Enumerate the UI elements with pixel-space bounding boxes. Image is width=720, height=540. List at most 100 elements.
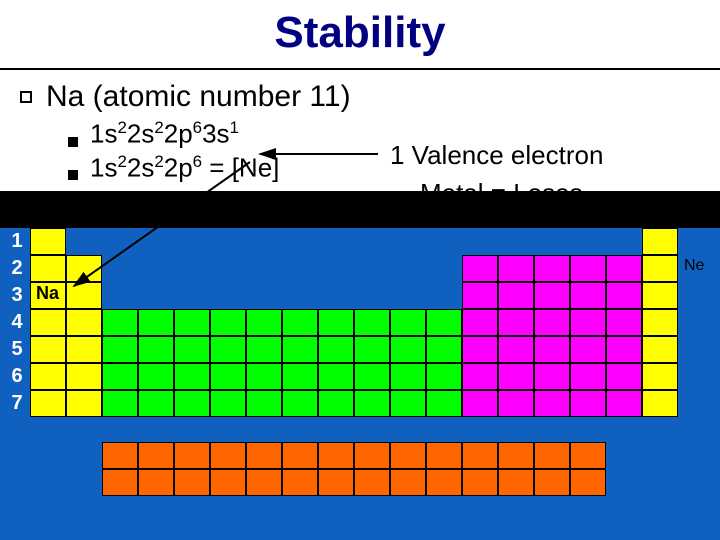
- pt-cell: [462, 390, 498, 417]
- pt-cell: [138, 336, 174, 363]
- bullet-sub-1: 1s22s22p63s1: [68, 118, 700, 150]
- pt-cell: [642, 282, 678, 309]
- pt-cell: [462, 363, 498, 390]
- pt-cell: [66, 336, 102, 363]
- pt-cell: [462, 336, 498, 363]
- pt-cell: [246, 336, 282, 363]
- pt-cell: [66, 255, 102, 282]
- pt-cell: [174, 336, 210, 363]
- pt-cell: [570, 390, 606, 417]
- pt-cell: [210, 442, 246, 469]
- pt-cell: [570, 309, 606, 336]
- pt-cell: [102, 336, 138, 363]
- pt-cell: [174, 442, 210, 469]
- pt-cell: [318, 390, 354, 417]
- pt-cell: [462, 469, 498, 496]
- bullet-marker-sub: [68, 137, 78, 147]
- pt-cell: [282, 442, 318, 469]
- bullet-sub-2: 1s22s22p6 = [Ne]: [68, 152, 700, 184]
- pt-cell: [390, 336, 426, 363]
- pt-cell: [642, 228, 678, 255]
- pt-cell: [570, 282, 606, 309]
- pt-cell: [282, 336, 318, 363]
- pt-cell: [210, 336, 246, 363]
- row-label: 3: [6, 282, 28, 309]
- pt-cell: [246, 469, 282, 496]
- pt-cell: [534, 309, 570, 336]
- pt-cell: [138, 469, 174, 496]
- row-label: 1: [6, 228, 28, 255]
- pt-cell: [318, 442, 354, 469]
- pt-cell: [66, 282, 102, 309]
- pt-cell: [138, 390, 174, 417]
- pt-cell: [174, 309, 210, 336]
- pt-cell: [354, 390, 390, 417]
- pt-cell: [642, 390, 678, 417]
- pt-cell: [390, 442, 426, 469]
- ne-label: Ne: [684, 257, 704, 275]
- pt-cell: [390, 309, 426, 336]
- pt-cell: [534, 282, 570, 309]
- pt-cell: [246, 442, 282, 469]
- content-area: Na (atomic number 11) 1s22s22p63s1 1s22s…: [0, 70, 720, 191]
- pt-cell: [390, 469, 426, 496]
- pt-cell: [570, 336, 606, 363]
- pt-cell: [498, 336, 534, 363]
- valence-note: 1 Valence electron: [390, 140, 603, 171]
- pt-cell: [318, 363, 354, 390]
- pt-cell: [246, 390, 282, 417]
- pt-cell: [66, 363, 102, 390]
- pt-cell: [210, 363, 246, 390]
- pt-cell: [606, 390, 642, 417]
- pt-cell: [354, 469, 390, 496]
- pt-cell: [642, 309, 678, 336]
- pt-cell: [210, 469, 246, 496]
- pt-cell: [282, 390, 318, 417]
- pt-cell: [30, 336, 66, 363]
- bullet-main: Na (atomic number 11): [20, 80, 700, 114]
- pt-cell: [534, 255, 570, 282]
- row-label: 7: [6, 390, 28, 417]
- pt-cell: [282, 469, 318, 496]
- pt-cell: [66, 309, 102, 336]
- pt-cell: [426, 363, 462, 390]
- electron-config-1: 1s22s22p63s1: [90, 118, 239, 150]
- bullet-marker-sub: [68, 170, 78, 180]
- pt-cell: [318, 336, 354, 363]
- pt-cell: [606, 336, 642, 363]
- pt-cell: [570, 363, 606, 390]
- pt-cell: [570, 255, 606, 282]
- pt-cell: [426, 469, 462, 496]
- pt-cell: [354, 336, 390, 363]
- pt-cell: [30, 228, 66, 255]
- pt-cell: [642, 363, 678, 390]
- pt-cell: [462, 309, 498, 336]
- pt-cell: [138, 363, 174, 390]
- pt-cell: [498, 363, 534, 390]
- pt-cell: [138, 309, 174, 336]
- na-label: Na: [36, 283, 59, 304]
- row-label: 6: [6, 363, 28, 390]
- pt-cell: [354, 309, 390, 336]
- pt-cell: [282, 309, 318, 336]
- pt-cell: [246, 309, 282, 336]
- pt-cell: [462, 442, 498, 469]
- pt-cell: [534, 363, 570, 390]
- pt-cell: [66, 390, 102, 417]
- row-label: 4: [6, 309, 28, 336]
- pt-cell: [210, 390, 246, 417]
- metal-note: Metal = Loses: [420, 178, 583, 209]
- pt-cell: [246, 363, 282, 390]
- pt-cell: [174, 363, 210, 390]
- pt-cell: [570, 442, 606, 469]
- pt-cell: [498, 469, 534, 496]
- pt-cell: [102, 390, 138, 417]
- pt-cell: [426, 390, 462, 417]
- pt-cell: [354, 442, 390, 469]
- pt-cell: [642, 336, 678, 363]
- pt-cell: [534, 469, 570, 496]
- pt-cell: [30, 390, 66, 417]
- pt-cell: [354, 363, 390, 390]
- pt-cell: [606, 363, 642, 390]
- pt-cell: [30, 309, 66, 336]
